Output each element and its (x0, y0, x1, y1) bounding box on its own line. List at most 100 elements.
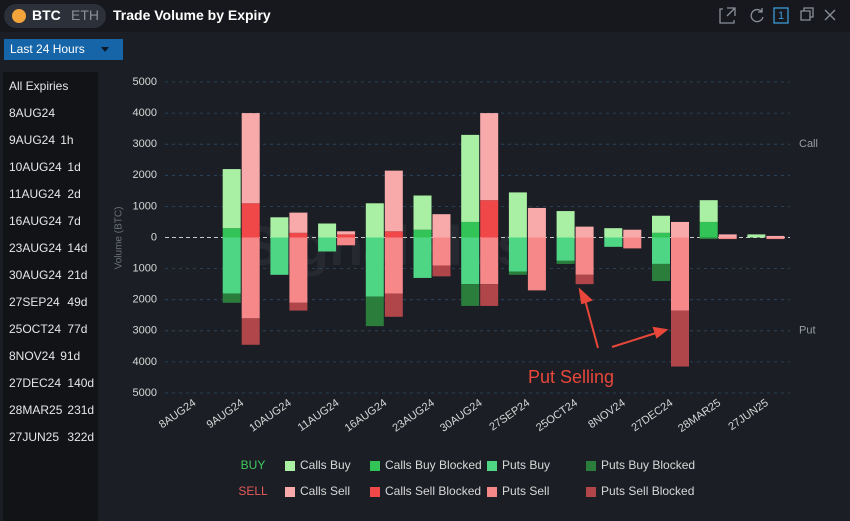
sidebar-expiry[interactable]: 27JUN25 (9, 430, 59, 444)
legend-swatch[interactable] (586, 461, 596, 471)
sidebar-expiry[interactable]: 9AUG24 (9, 133, 55, 147)
bar-segment (241, 113, 260, 204)
bar-segment (384, 237, 403, 294)
bar-segment (432, 214, 451, 238)
legend-label[interactable]: Calls Sell (300, 484, 350, 498)
legend-label[interactable]: Puts Buy Blocked (601, 458, 695, 472)
arrow-line (584, 299, 599, 349)
bar-segment (241, 237, 260, 319)
bar-segment (508, 271, 527, 275)
header-bar (0, 0, 850, 32)
bar-segment (241, 318, 260, 345)
sidebar-age: 322d (67, 430, 94, 444)
bar-segment (699, 237, 718, 240)
bar-segment (747, 234, 766, 238)
legend-swatch[interactable] (285, 487, 295, 497)
bar-segment (623, 237, 642, 249)
bar-segment (671, 237, 689, 311)
bar-segment (480, 284, 499, 306)
legend-group: SELL (238, 484, 268, 498)
bar-segment (365, 203, 384, 238)
call-label: Call (799, 138, 818, 150)
sidebar-age: 14d (67, 241, 87, 255)
legend-label[interactable]: Calls Buy Blocked (385, 458, 482, 472)
bar-segment (432, 237, 451, 266)
annotation: Put Selling (528, 367, 614, 387)
bar-segment (718, 237, 737, 240)
bar-segment (527, 237, 546, 291)
window-count-box[interactable] (773, 7, 789, 24)
arrow-line (611, 332, 657, 348)
y-tick-label: 3000 (133, 325, 157, 337)
time-dropdown[interactable] (4, 39, 123, 60)
bar-segment (575, 274, 594, 285)
legend-swatch[interactable] (487, 487, 497, 497)
legend-label[interactable]: Puts Sell Blocked (601, 484, 694, 498)
annotation-arrows (578, 287, 669, 349)
sidebar-age: 231d (67, 403, 94, 417)
put-label: Put (799, 325, 816, 337)
bar-segment (413, 237, 432, 278)
bar-segment (480, 113, 499, 201)
sidebar-expiry[interactable]: 8AUG24 (9, 106, 55, 120)
y-tick-label: 1000 (133, 200, 157, 212)
sidebar-age: 91d (60, 349, 80, 363)
sidebar-age: 1d (67, 160, 80, 174)
copy-icon[interactable] (800, 7, 814, 21)
sidebar-expiry[interactable]: 25OCT24 (9, 322, 61, 336)
bar-segment (461, 221, 480, 238)
sidebar-expiry[interactable]: 30AUG24 (9, 268, 62, 282)
sidebar-expiry[interactable]: 10AUG24 (9, 160, 62, 174)
bar-segment (337, 237, 356, 246)
close-icon[interactable] (824, 9, 836, 21)
bar-segment (461, 237, 480, 285)
sidebar-expiry[interactable]: 23AUG24 (9, 241, 62, 255)
sidebar-all[interactable]: All Expiries (9, 79, 68, 93)
bar-segment (575, 226, 594, 238)
bar-segment (623, 229, 642, 238)
dropdown-label[interactable]: Last 24 Hours (10, 42, 85, 56)
bar-segment (556, 260, 575, 264)
legend-swatch[interactable] (487, 461, 497, 471)
btc-icon (12, 9, 26, 23)
coin-other[interactable]: ETH (71, 7, 99, 23)
coin-switch[interactable] (4, 4, 106, 28)
coin-active[interactable]: BTC (32, 7, 61, 23)
sidebar-expiry[interactable]: 27DEC24 (9, 376, 61, 390)
sidebar-age: 49d (67, 295, 87, 309)
legend-label[interactable]: Puts Buy (502, 458, 550, 472)
sidebar-expiry[interactable]: 16AUG24 (9, 214, 62, 228)
sidebar-expiry[interactable]: 27SEP24 (9, 295, 60, 309)
bar-segment (289, 232, 308, 238)
sidebar-expiry[interactable]: 11AUG24 (9, 187, 61, 201)
legend-swatch[interactable] (586, 487, 596, 497)
refresh-icon[interactable] (750, 8, 764, 23)
bar-segment (289, 302, 308, 311)
bar-segment (384, 293, 403, 317)
y-tick-label: 2000 (133, 294, 157, 306)
bar-segment (527, 207, 546, 238)
popout-icon[interactable] (719, 7, 736, 24)
legend-label[interactable]: Calls Buy (300, 458, 351, 472)
y-axis-label: Volume (BTC) (114, 207, 125, 270)
y-tick-label: 0 (151, 231, 157, 243)
bar-segment (604, 237, 623, 247)
bar-segment (413, 229, 432, 238)
legend-swatch[interactable] (285, 461, 295, 471)
legend-label[interactable]: Calls Sell Blocked (385, 484, 481, 498)
legend-swatch[interactable] (370, 487, 380, 497)
bar-segment (222, 228, 241, 238)
y-tick-label: 1000 (133, 263, 157, 275)
arrow-head (578, 287, 593, 305)
bar-segment (384, 170, 403, 232)
sidebar-expiry[interactable]: 8NOV24 (9, 349, 55, 363)
bar-segment (432, 265, 451, 277)
legend-label[interactable]: Puts Sell (502, 484, 549, 498)
bar-segment (556, 211, 575, 238)
sidebar-expiry[interactable]: 28MAR25 (9, 403, 63, 417)
bar-segment (461, 134, 480, 222)
y-tick-label: 3000 (133, 138, 157, 150)
legend-swatch[interactable] (370, 461, 380, 471)
bar-segment (413, 195, 432, 230)
